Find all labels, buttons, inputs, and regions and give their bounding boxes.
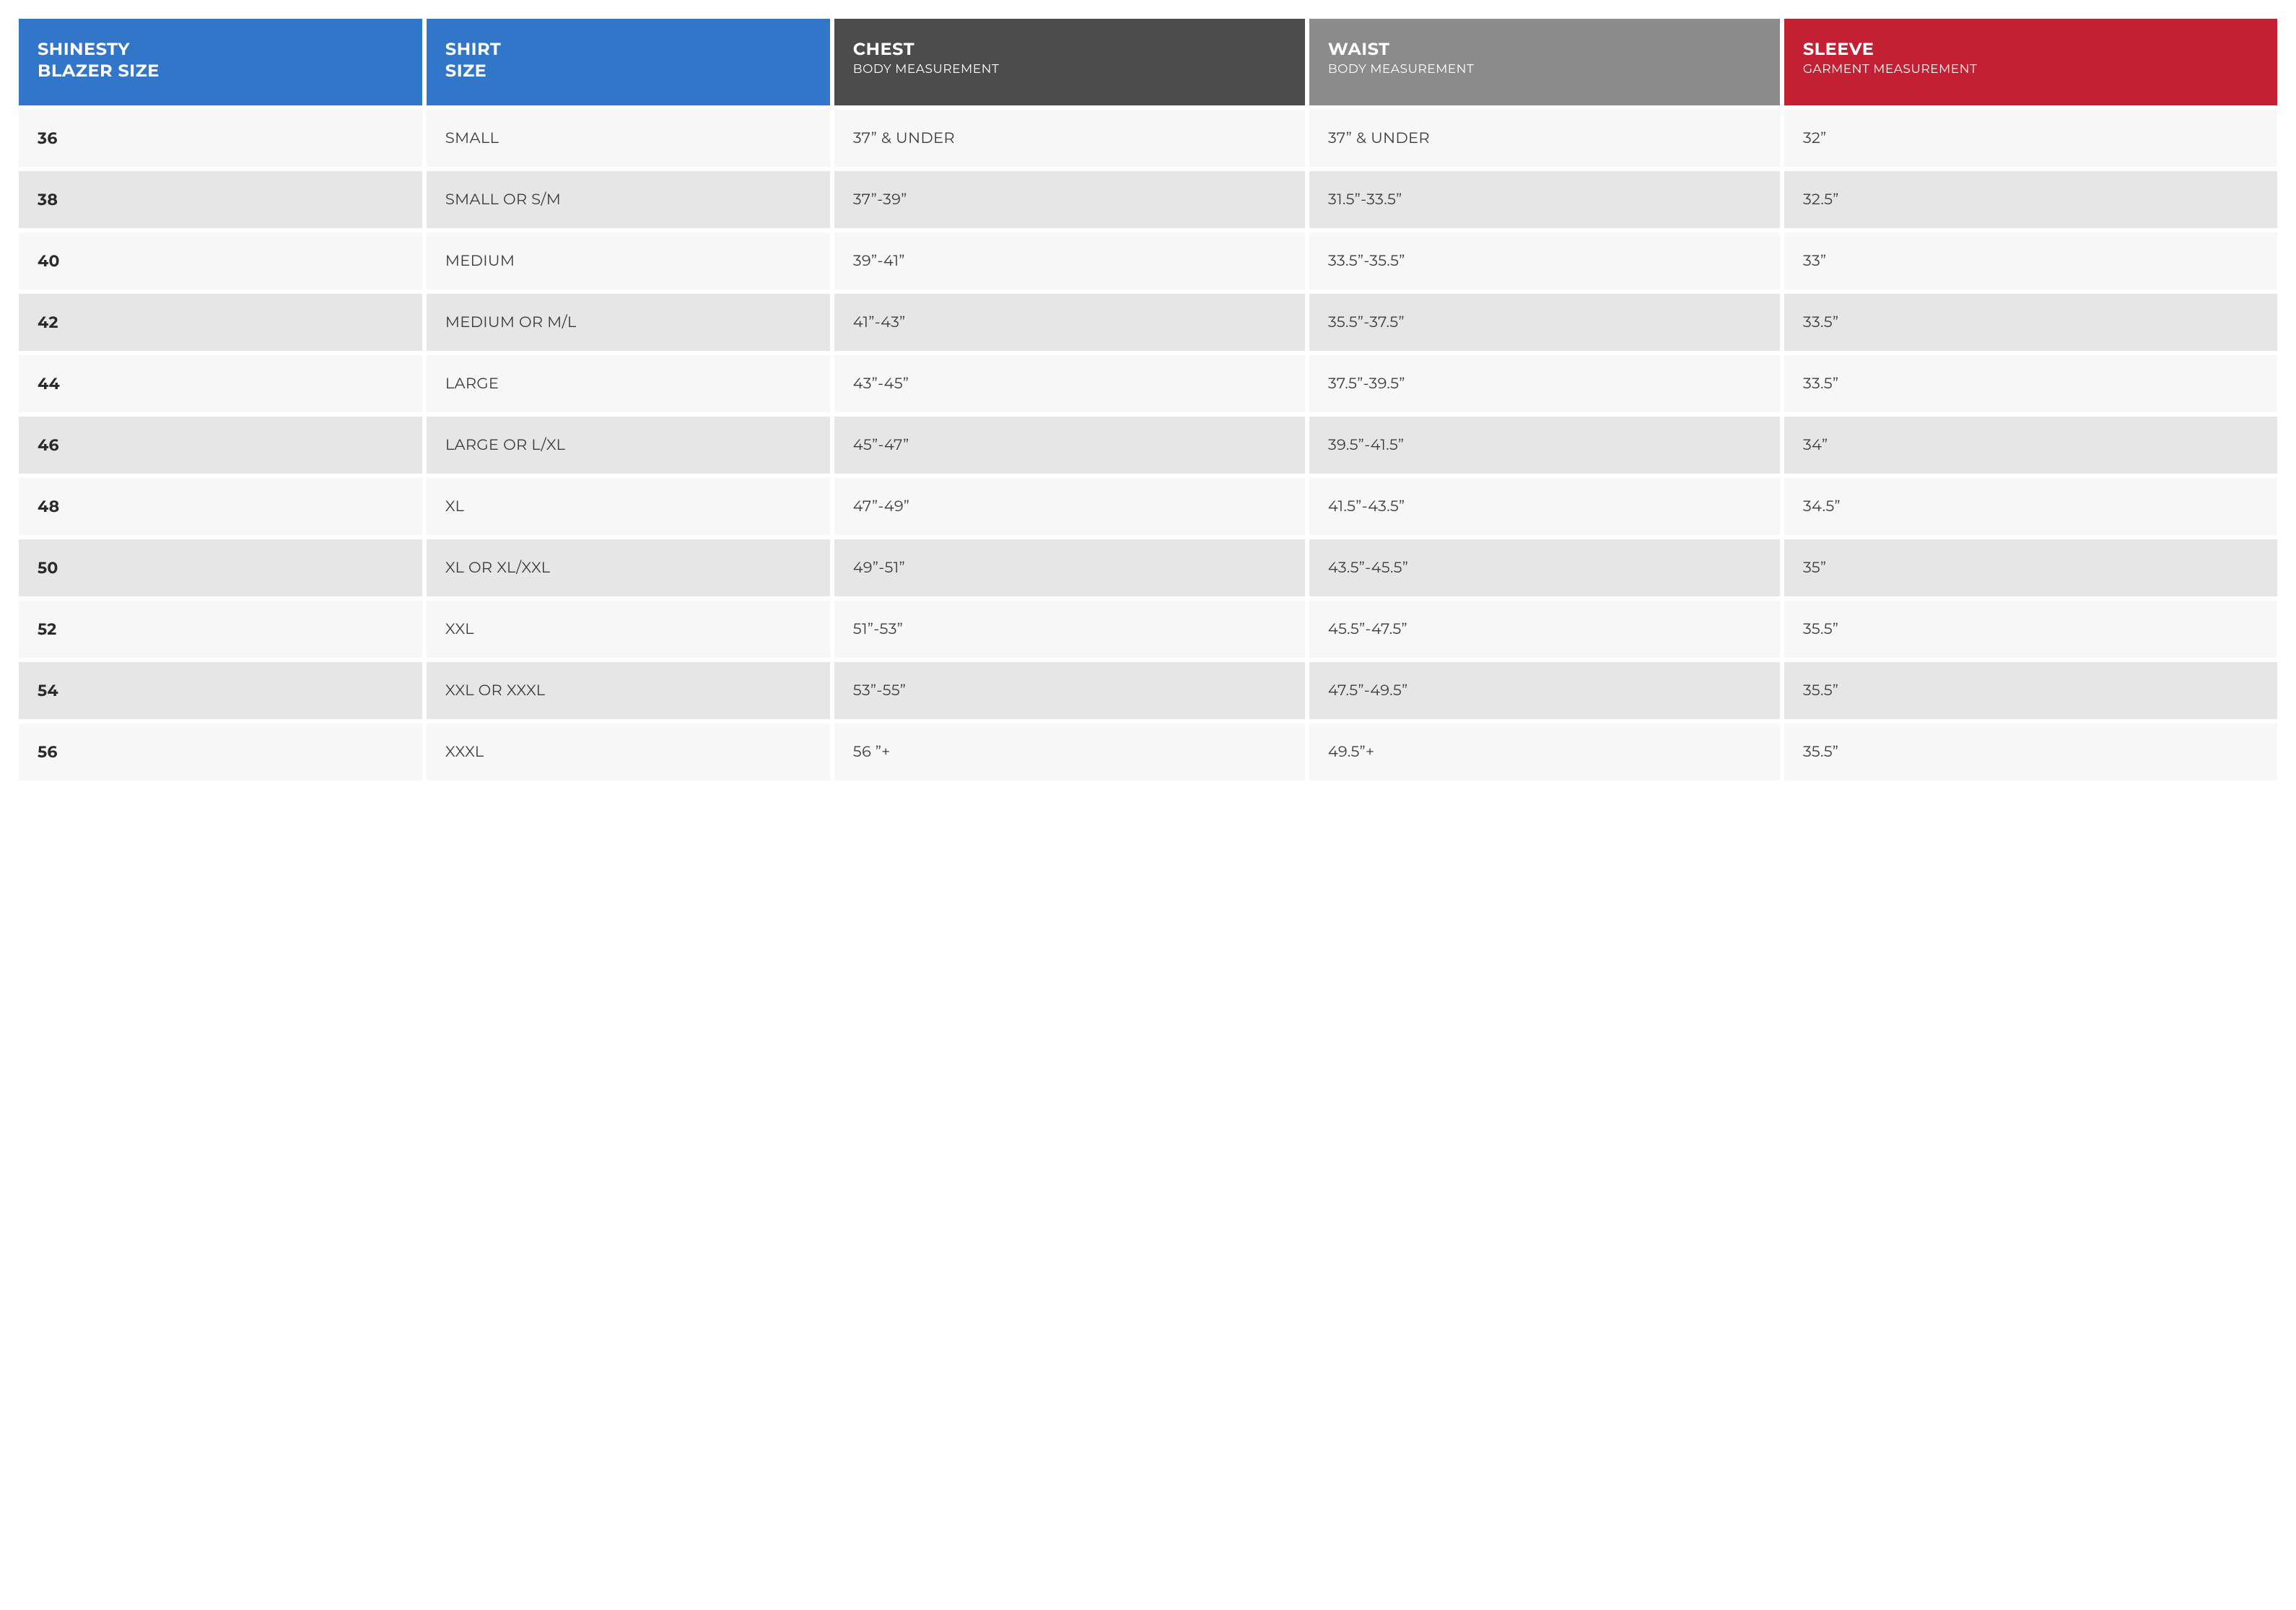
cell-sleeve: 34” [1784, 417, 2277, 474]
cell-blazer: 52 [19, 601, 422, 658]
table-row: 38SMALL OR S/M37”-39”31.5”-33.5”32.5” [19, 171, 2277, 228]
header-chest: CHESTBODY MEASUREMENT [834, 19, 1305, 105]
cell-chest: 49”-51” [834, 539, 1305, 596]
cell-sleeve: 35.5” [1784, 723, 2277, 780]
cell-waist: 35.5”-37.5” [1309, 294, 1780, 351]
cell-blazer: 48 [19, 478, 422, 535]
cell-blazer: 44 [19, 355, 422, 412]
cell-chest: 45”-47” [834, 417, 1305, 474]
table-row: 40MEDIUM39”-41”33.5”-35.5”33” [19, 232, 2277, 290]
cell-waist: 49.5”+ [1309, 723, 1780, 780]
table-header-row: SHINESTYBLAZER SIZESHIRTSIZECHESTBODY ME… [19, 19, 2277, 105]
cell-waist: 37” & UNDER [1309, 110, 1780, 167]
header-subtitle-sleeve: GARMENT MEASUREMENT [1803, 62, 2258, 77]
cell-chest: 37” & UNDER [834, 110, 1305, 167]
header-title-blazer: SHINESTYBLAZER SIZE [38, 39, 403, 82]
cell-sleeve: 33.5” [1784, 294, 2277, 351]
cell-shirt: XL [427, 478, 830, 535]
cell-chest: 47”-49” [834, 478, 1305, 535]
cell-shirt: SMALL [427, 110, 830, 167]
cell-shirt: MEDIUM OR M/L [427, 294, 830, 351]
cell-shirt: SMALL OR S/M [427, 171, 830, 228]
cell-shirt: XXL [427, 601, 830, 658]
cell-waist: 33.5”-35.5” [1309, 232, 1780, 290]
cell-shirt: XL OR XL/XXL [427, 539, 830, 596]
cell-shirt: LARGE OR L/XL [427, 417, 830, 474]
cell-waist: 41.5”-43.5” [1309, 478, 1780, 535]
cell-blazer: 50 [19, 539, 422, 596]
cell-sleeve: 35.5” [1784, 601, 2277, 658]
header-subtitle-chest: BODY MEASUREMENT [853, 62, 1286, 77]
header-subtitle-waist: BODY MEASUREMENT [1328, 62, 1761, 77]
table-row: 52XXL51”-53”45.5”-47.5”35.5” [19, 601, 2277, 658]
cell-blazer: 54 [19, 662, 422, 719]
cell-chest: 37”-39” [834, 171, 1305, 228]
cell-sleeve: 32” [1784, 110, 2277, 167]
cell-chest: 41”-43” [834, 294, 1305, 351]
cell-chest: 53”-55” [834, 662, 1305, 719]
cell-blazer: 56 [19, 723, 422, 780]
cell-sleeve: 33.5” [1784, 355, 2277, 412]
cell-blazer: 36 [19, 110, 422, 167]
cell-blazer: 42 [19, 294, 422, 351]
cell-waist: 43.5”-45.5” [1309, 539, 1780, 596]
cell-chest: 39”-41” [834, 232, 1305, 290]
header-title-sleeve: SLEEVE [1803, 39, 2258, 61]
cell-sleeve: 32.5” [1784, 171, 2277, 228]
cell-blazer: 46 [19, 417, 422, 474]
cell-shirt: XXXL [427, 723, 830, 780]
cell-sleeve: 34.5” [1784, 478, 2277, 535]
cell-sleeve: 35” [1784, 539, 2277, 596]
table-row: 46LARGE OR L/XL45”-47”39.5”-41.5”34” [19, 417, 2277, 474]
cell-chest: 56 ”+ [834, 723, 1305, 780]
cell-shirt: LARGE [427, 355, 830, 412]
header-blazer: SHINESTYBLAZER SIZE [19, 19, 422, 105]
header-shirt: SHIRTSIZE [427, 19, 830, 105]
cell-sleeve: 33” [1784, 232, 2277, 290]
table-row: 48XL47”-49”41.5”-43.5”34.5” [19, 478, 2277, 535]
header-title-chest: CHEST [853, 39, 1286, 61]
table-row: 42MEDIUM OR M/L41”-43”35.5”-37.5”33.5” [19, 294, 2277, 351]
cell-shirt: MEDIUM [427, 232, 830, 290]
header-sleeve: SLEEVEGARMENT MEASUREMENT [1784, 19, 2277, 105]
size-chart-table: SHINESTYBLAZER SIZESHIRTSIZECHESTBODY ME… [14, 14, 2282, 785]
cell-waist: 45.5”-47.5” [1309, 601, 1780, 658]
table-row: 50XL OR XL/XXL49”-51”43.5”-45.5”35” [19, 539, 2277, 596]
table-header: SHINESTYBLAZER SIZESHIRTSIZECHESTBODY ME… [19, 19, 2277, 105]
cell-blazer: 38 [19, 171, 422, 228]
header-waist: WAISTBODY MEASUREMENT [1309, 19, 1780, 105]
table-row: 44LARGE43”-45”37.5”-39.5”33.5” [19, 355, 2277, 412]
cell-waist: 37.5”-39.5” [1309, 355, 1780, 412]
cell-chest: 51”-53” [834, 601, 1305, 658]
cell-chest: 43”-45” [834, 355, 1305, 412]
cell-blazer: 40 [19, 232, 422, 290]
cell-waist: 39.5”-41.5” [1309, 417, 1780, 474]
table-body: 36SMALL37” & UNDER37” & UNDER32”38SMALL … [19, 110, 2277, 780]
cell-waist: 47.5”-49.5” [1309, 662, 1780, 719]
header-title-waist: WAIST [1328, 39, 1761, 61]
cell-shirt: XXL OR XXXL [427, 662, 830, 719]
table-row: 36SMALL37” & UNDER37” & UNDER32” [19, 110, 2277, 167]
cell-sleeve: 35.5” [1784, 662, 2277, 719]
table-row: 56XXXL56 ”+49.5”+35.5” [19, 723, 2277, 780]
cell-waist: 31.5”-33.5” [1309, 171, 1780, 228]
table-row: 54XXL OR XXXL53”-55”47.5”-49.5”35.5” [19, 662, 2277, 719]
header-title-shirt: SHIRTSIZE [445, 39, 811, 82]
